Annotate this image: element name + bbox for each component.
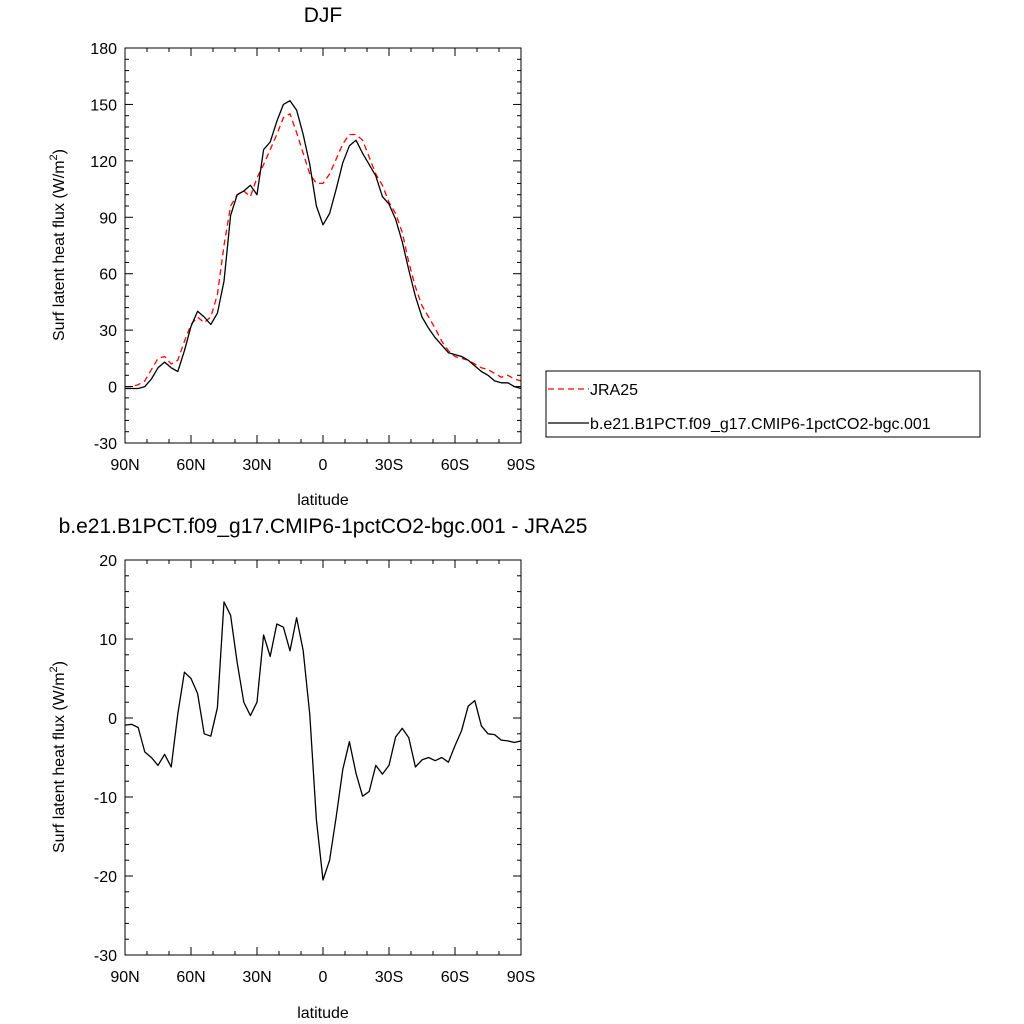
legend-label-model: b.e21.B1PCT.f09_g17.CMIP6-1pctCO2-bgc.00… [590,416,931,433]
top-chart-x-tick-label-30s: 30S [375,457,403,474]
top-chart-plot-frame [124,47,522,444]
top-chart-x-tick-label-60s: 60S [441,457,469,474]
bottom-chart-y-tick-label-10: 10 [99,632,117,649]
top-chart-y-axis-label-sup: 2 [48,154,60,160]
top-chart-x-tick-label-60n: 60N [176,457,205,474]
bottom-chart-y-tick-label-0: 0 [108,711,117,728]
bottom-chart-x-tick-label-90n: 90N [110,969,139,986]
top-chart-series-line-jra25 [125,113,522,388]
top-chart-x-tick-label-90s: 90S [507,457,535,474]
bottom-chart-x-tick-label-30s: 30S [375,969,403,986]
bottom-chart-series-line-difference [124,601,522,881]
top-chart-title: DJF [304,4,343,27]
bottom-chart-y-tick-label--30: -30 [94,948,117,965]
top-chart-y-tick-label-30: 30 [99,323,117,340]
bottom-chart-y-axis-label-main: Surf latent heat flux (W/m [51,672,68,853]
bottom-chart-plot-frame [124,559,522,956]
legend-box [545,370,981,438]
top-chart-x-tick-label-30n: 30N [242,457,271,474]
bottom-chart-y-tick-label-20: 20 [99,553,117,570]
bottom-chart-y-axis-label-sup: 2 [48,666,60,672]
bottom-chart-y-tick-label--10: -10 [94,790,117,807]
top-chart-series-group [125,100,522,390]
top-chart-y-tick-label-180: 180 [90,41,117,58]
top-chart-series-line-model [125,100,522,390]
top-chart-y-tick-label-90: 90 [99,210,117,227]
bottom-chart-x-tick-label-90s: 90S [507,969,535,986]
top-chart-y-axis-label-close: ) [51,149,68,154]
bottom-chart-y-axis-label: Surf latent heat flux (W/m2) [48,661,68,853]
top-chart-y-tick-label-150: 150 [90,97,117,114]
top-chart-y-axis-label: Surf latent heat flux (W/m2) [48,149,68,341]
top-chart-x-tick-label-90n: 90N [110,457,139,474]
bottom-chart-y-tick-label--20: -20 [94,869,117,886]
bottom-chart-panel: b.e21.B1PCT.f09_g17.CMIP6-1pctCO2-bgc.00… [48,515,587,1022]
bottom-chart-title: b.e21.B1PCT.f09_g17.CMIP6-1pctCO2-bgc.00… [59,515,588,538]
top-chart-ticks-group: 90N 60N 30N 0 30S 60S 90S -30 0 30 60 90 120 150 180 [90,41,535,474]
top-chart-legend: JRA25 b.e21.B1PCT.f09_g17.CMIP6-1pctCO2-… [545,370,981,438]
top-chart-y-tick-label-60: 60 [99,267,117,284]
bottom-chart-x-axis-label: latitude [297,1005,349,1022]
bottom-chart-x-tick-label-30n: 30N [242,969,271,986]
bottom-chart-x-tick-label-60s: 60S [441,969,469,986]
bottom-chart-y-axis-label-close: ) [51,661,68,666]
top-chart-x-tick-label-0: 0 [319,457,328,474]
top-chart-y-tick-label--30: -30 [94,436,117,453]
top-chart-panel: DJF 90N 60N 30N 0 30S 60S 90S -30 0 30 60 90 120 150 1… [48,4,981,509]
bottom-chart-series-group [124,601,522,881]
top-chart-y-tick-label-120: 120 [90,154,117,171]
bottom-chart-x-tick-label-60n: 60N [176,969,205,986]
top-chart-x-axis-label: latitude [297,492,349,509]
top-chart-y-axis-label-main: Surf latent heat flux (W/m [51,160,68,341]
bottom-chart-x-tick-label-0: 0 [319,969,328,986]
legend-label-jra25: JRA25 [590,382,638,399]
top-chart-y-tick-label-0: 0 [108,380,117,397]
bottom-chart-ticks-group: 90N 60N 30N 0 30S 60S 90S -30 -20 -10 0 10 20 [94,553,535,986]
